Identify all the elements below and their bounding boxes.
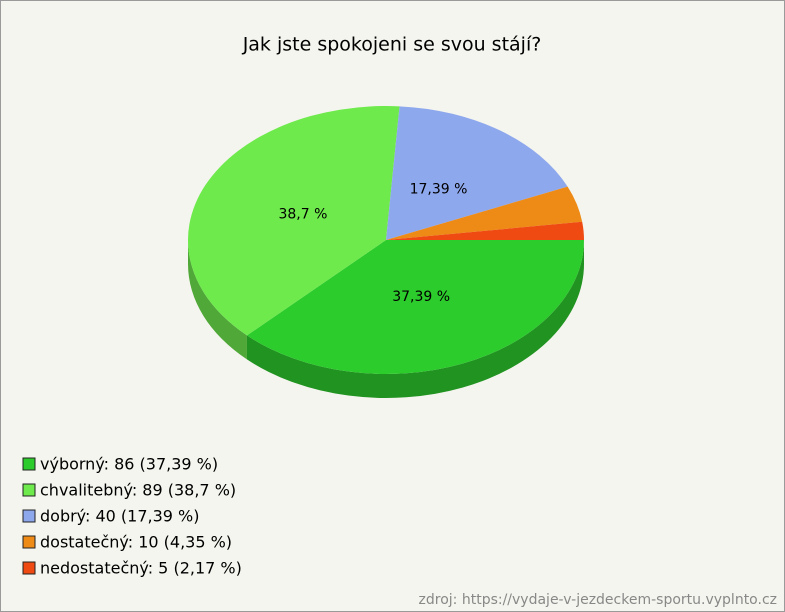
pie-slice-side	[188, 240, 247, 360]
legend-label: výborný: 86 (37,39 %)	[40, 455, 218, 474]
legend-label: dostatečný: 10 (4,35 %)	[40, 533, 232, 552]
pie-slice	[386, 186, 583, 240]
pie-slice	[188, 106, 400, 336]
legend-swatch	[22, 457, 36, 471]
legend-swatch	[22, 561, 36, 575]
legend-label: nedostatečný: 5 (2,17 %)	[40, 559, 242, 578]
pie-slice	[246, 240, 584, 374]
slice-label: 37,39 %	[392, 289, 450, 305]
slice-label: 17,39 %	[410, 182, 468, 198]
source-note: zdroj: https://vydaje-v-jezdeckem-sportu…	[419, 592, 777, 608]
legend-swatch	[22, 509, 36, 523]
legend-swatch	[22, 535, 36, 549]
pie-slice	[386, 106, 568, 240]
legend-label: chvalitebný: 89 (38,7 %)	[40, 481, 236, 500]
pie-slice-side	[246, 240, 584, 398]
chart-title: Jak jste spokojeni se svou stájí?	[242, 34, 542, 56]
legend-swatch	[22, 483, 36, 497]
slice-label: 38,7 %	[278, 207, 327, 223]
pie-slice	[386, 221, 584, 240]
legend-label: dobrý: 40 (17,39 %)	[40, 507, 199, 526]
